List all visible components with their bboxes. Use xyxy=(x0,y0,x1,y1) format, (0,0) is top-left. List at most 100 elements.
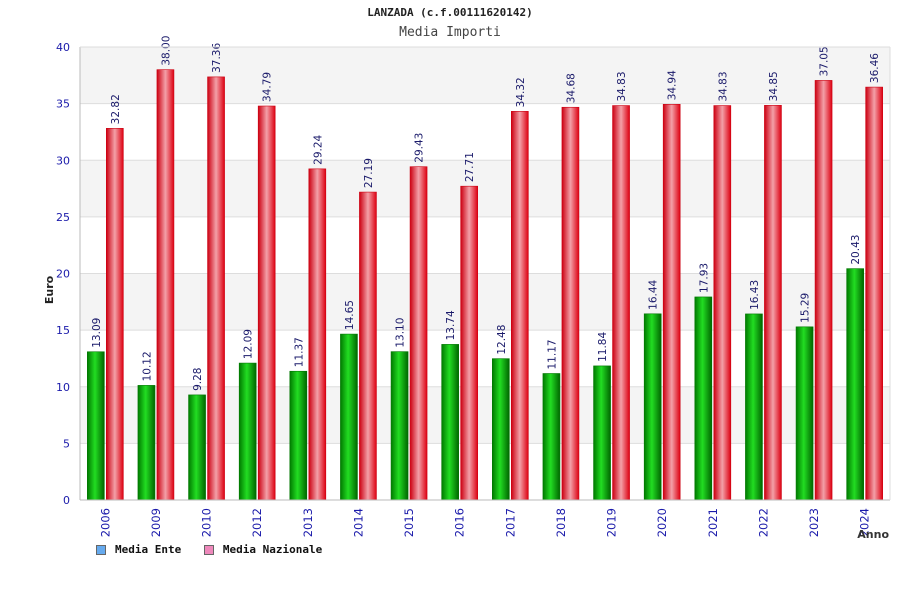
bar-media-ente xyxy=(87,351,105,501)
x-tick-label: 2015 xyxy=(402,508,416,537)
bar-media-ente xyxy=(542,373,561,501)
data-label-media-nazionale: 34.85 xyxy=(768,71,780,101)
data-label-media-nazionale: 34.79 xyxy=(262,72,274,102)
legend-label-ente: Media Ente xyxy=(115,543,182,556)
legend-item-ente: Media Ente xyxy=(96,543,181,556)
data-label-media-ente: 11.84 xyxy=(597,332,609,362)
data-label-media-ente: 10.12 xyxy=(141,351,153,381)
data-label-media-nazionale: 34.83 xyxy=(616,71,628,101)
y-tick-label: 35 xyxy=(56,98,70,111)
x-tick-label: 2010 xyxy=(200,508,214,537)
bar-media-nazionale xyxy=(156,69,175,501)
data-label-media-ente: 16.44 xyxy=(648,279,660,309)
bar-media-ente xyxy=(188,394,206,501)
bar-media-nazionale xyxy=(308,168,327,501)
bar-media-ente xyxy=(795,326,814,501)
data-label-media-nazionale: 37.05 xyxy=(819,46,831,76)
x-tick-label: 2006 xyxy=(98,508,112,537)
bar-media-ente xyxy=(390,351,409,501)
y-tick-label: 40 xyxy=(56,41,70,54)
data-label-media-ente: 11.17 xyxy=(546,339,558,369)
bar-media-nazionale xyxy=(511,111,529,501)
bar-media-ente xyxy=(745,313,763,501)
data-label-media-nazionale: 36.46 xyxy=(869,53,881,83)
data-label-media-ente: 9.28 xyxy=(192,368,204,391)
bar-media-ente xyxy=(846,268,864,501)
bar-media-ente xyxy=(137,385,156,501)
bar-media-nazionale xyxy=(257,105,276,501)
x-tick-label: 2014 xyxy=(351,508,365,537)
data-label-media-ente: 16.43 xyxy=(749,280,761,310)
bar-media-ente xyxy=(694,296,713,501)
x-tick-label: 2021 xyxy=(706,508,720,537)
bar-media-ente xyxy=(593,365,611,501)
data-label-media-nazionale: 34.83 xyxy=(717,71,729,101)
data-label-media-ente: 15.29 xyxy=(800,293,812,323)
x-tick-label: 2023 xyxy=(807,508,821,537)
x-tick-label: 2016 xyxy=(453,508,467,537)
data-label-media-nazionale: 34.32 xyxy=(515,77,527,107)
bar-media-nazionale xyxy=(662,104,681,501)
x-tick-label: 2013 xyxy=(301,508,315,537)
y-axis-label: Euro xyxy=(43,275,56,304)
bar-media-nazionale xyxy=(814,80,833,501)
bar-media-ente xyxy=(441,344,459,501)
x-tick-label: 2020 xyxy=(655,508,669,537)
bar-media-nazionale xyxy=(359,191,377,501)
y-tick-label: 30 xyxy=(56,154,70,167)
chart-subtitle: Media Importi xyxy=(399,25,501,40)
x-tick-label: 2009 xyxy=(149,508,163,537)
bar-media-nazionale xyxy=(409,166,428,501)
data-label-media-nazionale: 29.43 xyxy=(414,133,426,163)
legend-swatch-nazionale xyxy=(203,544,214,555)
x-tick-label: 2022 xyxy=(756,508,770,537)
data-label-media-ente: 12.48 xyxy=(496,325,508,355)
y-tick-label: 20 xyxy=(56,268,70,281)
data-label-media-nazionale: 27.71 xyxy=(464,152,476,182)
data-label-media-nazionale: 37.36 xyxy=(211,43,223,73)
data-label-media-ente: 13.10 xyxy=(395,318,407,348)
data-label-media-ente: 13.74 xyxy=(445,310,457,340)
legend-swatch-ente xyxy=(96,544,106,555)
chart-title: LANZADA (c.f.00111620142) xyxy=(367,6,533,19)
data-label-media-ente: 13.09 xyxy=(91,318,103,348)
x-tick-label: 2018 xyxy=(554,508,568,537)
bar-media-ente xyxy=(492,358,510,501)
bar-media-nazionale xyxy=(460,185,478,501)
bar-media-nazionale xyxy=(207,76,225,501)
data-label-media-ente: 14.65 xyxy=(344,300,356,330)
bar-media-ente xyxy=(238,362,257,501)
bar-media-nazionale xyxy=(106,128,124,501)
x-tick-label: 2024 xyxy=(858,508,872,537)
x-tick-label: 2019 xyxy=(605,508,619,537)
x-axis-label: Anno xyxy=(857,528,889,541)
y-tick-label: 10 xyxy=(56,381,70,394)
bar-media-nazionale xyxy=(561,106,580,501)
data-label-media-nazionale: 38.00 xyxy=(160,36,172,66)
data-label-media-nazionale: 29.24 xyxy=(312,134,324,164)
bar-media-ente xyxy=(340,333,358,501)
data-label-media-ente: 20.43 xyxy=(850,235,862,265)
bar-media-nazionale xyxy=(612,105,630,501)
data-label-media-nazionale: 34.94 xyxy=(667,70,679,100)
data-label-media-ente: 11.37 xyxy=(293,337,305,367)
data-label-media-ente: 12.09 xyxy=(243,329,255,359)
x-tick-label: 2012 xyxy=(250,508,264,537)
bar-media-nazionale xyxy=(713,105,732,501)
x-tick-label: 2017 xyxy=(503,508,517,537)
data-label-media-nazionale: 32.82 xyxy=(110,94,122,124)
bar-media-ente xyxy=(643,313,662,501)
bar-media-nazionale xyxy=(764,105,782,501)
legend-item-nazionale: Media Nazionale xyxy=(203,543,322,556)
data-label-media-nazionale: 27.19 xyxy=(363,158,375,188)
data-label-media-nazionale: 34.68 xyxy=(565,73,577,103)
bar-media-ente xyxy=(289,370,308,501)
y-tick-label: 0 xyxy=(63,494,70,507)
y-tick-label: 5 xyxy=(63,437,70,450)
legend: Media Ente Media Nazionale xyxy=(96,543,338,558)
bar-media-nazionale xyxy=(865,86,883,501)
data-label-media-ente: 17.93 xyxy=(698,263,710,293)
y-tick-label: 15 xyxy=(56,324,70,337)
